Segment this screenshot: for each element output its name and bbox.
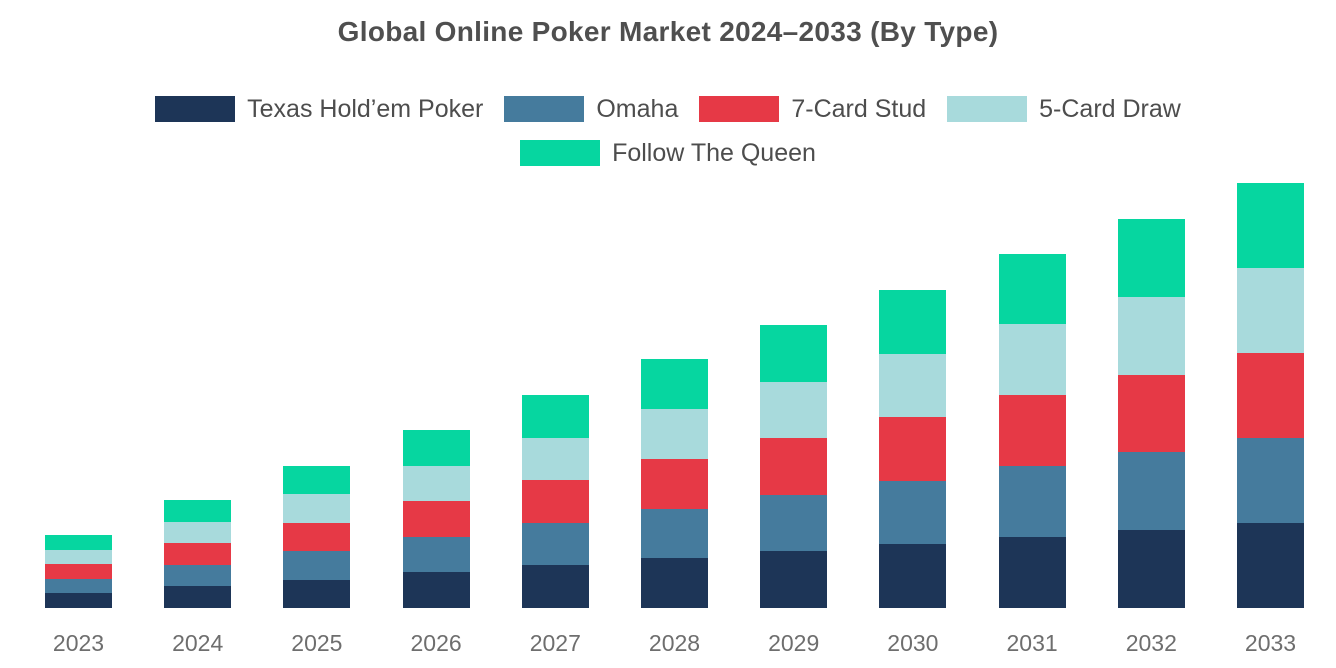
bar-segment-2025-omaha <box>283 551 351 580</box>
bar-segment-2028-5-card-draw <box>641 409 708 459</box>
legend-item-7-card-stud: 7-Card Stud <box>699 94 926 124</box>
x-tick-2032: 2032 <box>1125 630 1177 656</box>
bar-segment-2032-follow-the-queen <box>1117 219 1185 297</box>
bar-2033 <box>1237 183 1304 608</box>
x-tick-2031: 2031 <box>1006 630 1058 656</box>
bar-segment-2027-5-card-draw <box>521 437 589 481</box>
bar-segment-2023-texas-hold-em-poker <box>45 593 112 608</box>
bar-segment-2030-follow-the-queen <box>879 290 947 354</box>
bar-segment-2033-follow-the-queen <box>1237 183 1304 268</box>
bar-segment-2026-7-card-stud <box>402 501 470 537</box>
bar-segment-2029-texas-hold-em-poker <box>760 551 828 608</box>
bar-segment-2033-texas-hold-em-poker <box>1237 523 1304 608</box>
bar-segment-2031-omaha <box>998 466 1066 538</box>
legend-row-2: Follow The Queen <box>520 138 816 168</box>
legend-item-5-card-draw: 5-Card Draw <box>947 94 1181 124</box>
bar-segment-2029-5-card-draw <box>760 381 828 439</box>
legend-swatch-follow-the-queen <box>520 140 601 166</box>
bar-segment-2029-follow-the-queen <box>760 324 828 382</box>
bar-segment-2027-texas-hold-em-poker <box>521 565 589 608</box>
bar-segment-2033-5-card-draw <box>1237 268 1304 353</box>
bar-segment-2032-omaha <box>1117 452 1185 531</box>
bar-segment-2027-follow-the-queen <box>521 395 589 438</box>
legend-label-follow-the-queen: Follow The Queen <box>612 139 816 167</box>
bar-segment-2033-7-card-stud <box>1237 353 1304 438</box>
bar-segment-2030-7-card-stud <box>879 417 947 481</box>
bar-segment-2029-omaha <box>760 494 828 552</box>
legend-item-follow-the-queen: Follow The Queen <box>520 138 816 168</box>
x-tick-2033: 2033 <box>1244 630 1297 656</box>
bar-segment-2025-5-card-draw <box>283 494 351 523</box>
legend-swatch-7-card-stud <box>699 96 780 122</box>
bar-2032 <box>1117 219 1185 608</box>
bar-segment-2031-follow-the-queen <box>998 253 1066 325</box>
bar-2028 <box>641 359 708 608</box>
legend-swatch-texas-hold-em-poker <box>155 96 236 122</box>
bar-segment-2024-7-card-stud <box>164 543 232 565</box>
x-tick-2030: 2030 <box>887 630 939 656</box>
bar-segment-2024-omaha <box>164 564 232 587</box>
legend-swatch-5-card-draw <box>947 96 1028 122</box>
bar-segment-2031-7-card-stud <box>998 395 1066 467</box>
bar-2030 <box>879 290 947 608</box>
bar-segment-2029-7-card-stud <box>760 438 828 495</box>
legend-item-omaha: Omaha <box>504 94 678 124</box>
bar-segment-2025-texas-hold-em-poker <box>283 579 351 608</box>
bar-segment-2028-omaha <box>641 508 708 559</box>
x-tick-2028: 2028 <box>648 630 701 656</box>
bar-2023 <box>45 534 112 608</box>
chart-title: Global Online Poker Market 2024–2033 (By… <box>337 16 999 47</box>
bar-segment-2030-omaha <box>879 480 947 545</box>
legend-row-1: Texas Hold’em Poker Omaha 7-Card Stud 5-Car… <box>155 94 1181 124</box>
bar-segment-2025-follow-the-queen <box>283 465 351 495</box>
bar-segment-2030-5-card-draw <box>879 353 947 418</box>
legend-swatch-omaha <box>504 96 585 122</box>
bar-segment-2023-omaha <box>45 578 112 594</box>
bar-segment-2033-omaha <box>1237 438 1304 523</box>
bar-segment-2023-follow-the-queen <box>45 534 112 550</box>
bar-segment-2032-5-card-draw <box>1117 296 1185 375</box>
legend-label-texas-hold-em-poker: Texas Hold’em Poker <box>247 95 484 123</box>
legend-item-texas-hold-em-poker: Texas Hold’em Poker <box>155 94 483 124</box>
x-tick-2023: 2023 <box>52 630 105 656</box>
legend-label-5-card-draw: 5-Card Draw <box>1039 95 1181 123</box>
x-tick-2029: 2029 <box>768 630 820 656</box>
bar-segment-2026-texas-hold-em-poker <box>402 572 470 608</box>
bar-segment-2028-texas-hold-em-poker <box>641 558 708 608</box>
bar-segment-2032-texas-hold-em-poker <box>1117 530 1185 608</box>
x-tick-2024: 2024 <box>172 630 224 656</box>
bar-segment-2023-5-card-draw <box>45 549 112 565</box>
bar-segment-2028-7-card-stud <box>641 458 708 509</box>
x-tick-2026: 2026 <box>410 630 462 656</box>
x-tick-2027: 2027 <box>529 630 581 656</box>
bar-segment-2023-7-card-stud <box>45 564 112 579</box>
legend-label-omaha: Omaha <box>596 95 679 123</box>
bar-2026 <box>402 430 470 608</box>
x-tick-2025: 2025 <box>291 630 343 656</box>
bar-segment-2031-5-card-draw <box>998 324 1066 396</box>
bar-segment-2024-texas-hold-em-poker <box>164 586 232 608</box>
bar-segment-2025-7-card-stud <box>283 522 351 552</box>
bar-segment-2024-5-card-draw <box>164 521 232 544</box>
bar-segment-2026-omaha <box>402 536 470 573</box>
bar-segment-2027-7-card-stud <box>521 480 589 523</box>
bar-segment-2031-texas-hold-em-poker <box>998 537 1066 608</box>
bar-2031 <box>998 253 1066 608</box>
bar-2029 <box>760 324 828 608</box>
bar-segment-2030-texas-hold-em-poker <box>879 544 947 608</box>
legend-label-7-card-stud: 7-Card Stud <box>791 95 927 123</box>
bar-segment-2032-7-card-stud <box>1117 374 1185 453</box>
bar-segment-2024-follow-the-queen <box>164 500 232 522</box>
bar-2027 <box>521 395 589 608</box>
bar-segment-2027-omaha <box>521 522 589 566</box>
legend: Texas Hold’em Poker Omaha 7-Card Stud 5-Car… <box>0 94 1336 168</box>
bar-2025 <box>283 465 351 608</box>
bar-segment-2026-follow-the-queen <box>402 430 470 466</box>
bar-segment-2028-follow-the-queen <box>641 359 708 410</box>
bar-segment-2026-5-card-draw <box>402 465 470 502</box>
bar-2024 <box>164 500 232 608</box>
